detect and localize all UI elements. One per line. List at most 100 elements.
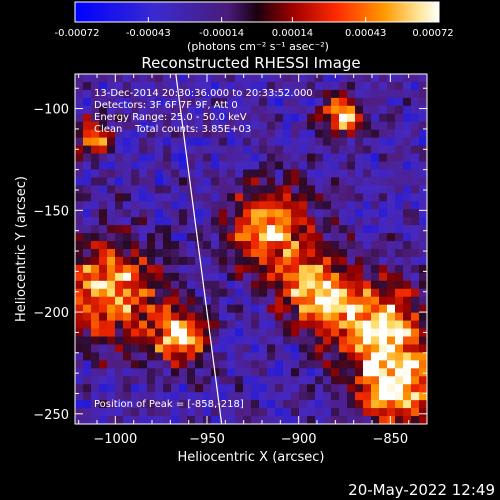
heatmap-cell [115, 288, 124, 298]
heatmap-cell [419, 296, 427, 306]
heatmap-cell [91, 416, 100, 424]
heatmap-cell [195, 177, 204, 186]
heatmap-cell [371, 185, 380, 194]
heatmap-cell [179, 137, 188, 146]
heatmap-cell [187, 233, 196, 242]
heatmap-cell [139, 376, 148, 385]
heatmap-cell [347, 217, 356, 226]
heatmap-cell [419, 137, 427, 146]
heatmap-cell [347, 280, 356, 290]
heatmap-cell [299, 74, 308, 83]
heatmap-cell [179, 201, 188, 210]
heatmap-cell [147, 352, 156, 361]
heatmap-cell [379, 408, 388, 417]
heatmap-cell [403, 376, 412, 385]
heatmap-cell [179, 233, 188, 242]
heatmap-cell [323, 74, 332, 83]
heatmap-cell [99, 161, 108, 170]
heatmap-cell [211, 249, 220, 258]
heatmap-cell [339, 113, 348, 123]
heatmap-cell [139, 97, 148, 107]
heatmap-cell [179, 280, 188, 290]
heatmap-cell [411, 376, 420, 385]
heatmap-cell [267, 416, 276, 424]
heatmap-cell [139, 384, 148, 393]
heatmap-cell [243, 89, 252, 99]
heatmap-cell [387, 74, 396, 83]
heatmap-cell [387, 153, 396, 162]
heatmap-cell [275, 360, 284, 369]
heatmap-cell [379, 416, 388, 424]
heatmap-cell [331, 272, 340, 282]
heatmap-cell [379, 74, 388, 83]
heatmap-cell [299, 416, 308, 424]
heatmap-cell [243, 264, 252, 274]
heatmap-cell [315, 217, 324, 226]
heatmap-cell [315, 384, 324, 393]
heatmap-cell [307, 288, 316, 298]
heatmap-cell [371, 137, 380, 146]
heatmap-cell [419, 153, 427, 162]
heatmap-cell [315, 241, 324, 250]
heatmap-cell [203, 241, 212, 250]
heatmap-cell [411, 304, 420, 314]
heatmap-cell [91, 352, 100, 361]
heatmap-cell [195, 241, 204, 250]
heatmap-cell [91, 105, 100, 115]
heatmap-cell [115, 304, 124, 314]
heatmap-cell [171, 376, 180, 385]
heatmap-cell [179, 241, 188, 250]
heatmap-cell [131, 264, 140, 274]
heatmap-cell [147, 129, 156, 139]
heatmap-cell [91, 225, 100, 234]
heatmap-cell [83, 113, 92, 123]
heatmap-cell [187, 400, 196, 409]
heatmap-cell [91, 121, 100, 131]
heatmap-cell [107, 336, 116, 345]
heatmap-cell [403, 360, 412, 369]
heatmap-cell [299, 304, 308, 314]
heatmap-cell [163, 336, 172, 345]
heatmap-cell [355, 145, 364, 154]
heatmap-cell [227, 113, 236, 123]
heatmap-cell [355, 400, 364, 409]
heatmap-cell [419, 209, 427, 218]
heatmap-cell [267, 296, 276, 306]
heatmap-cell [387, 416, 396, 424]
heatmap-cell [155, 89, 164, 99]
heatmap-cell [251, 217, 260, 226]
heatmap-cell [219, 376, 228, 385]
heatmap-cell [115, 209, 124, 218]
heatmap-cell [339, 352, 348, 361]
heatmap-cell [371, 264, 380, 274]
info-detectors: Detectors: 3F 6F 7F 9F, Att 0 [94, 100, 238, 111]
heatmap-cell [363, 209, 372, 218]
heatmap-cell [347, 296, 356, 306]
heatmap-cell [203, 185, 212, 194]
heatmap-cell [139, 256, 148, 266]
heatmap-cell [227, 272, 236, 282]
heatmap-cell [115, 113, 124, 123]
heatmap-cell [139, 217, 148, 226]
heatmap-cell [419, 280, 427, 290]
heatmap-cell [203, 376, 212, 385]
heatmap-cell [107, 177, 116, 186]
heatmap-cell [315, 153, 324, 162]
heatmap-cell [107, 121, 116, 131]
heatmap-cell [219, 241, 228, 250]
heatmap-cell [403, 241, 412, 250]
heatmap-cell [299, 400, 308, 409]
heatmap-cell [139, 288, 148, 298]
heatmap-cell [195, 328, 204, 337]
heatmap-cell [371, 392, 380, 401]
heatmap-cell [115, 97, 124, 107]
heatmap-cell [187, 416, 196, 424]
heatmap-cell [275, 145, 284, 154]
heatmap-cell [99, 368, 108, 377]
heatmap-cell [179, 416, 188, 424]
heatmap-cell [395, 217, 404, 226]
heatmap-cell [179, 185, 188, 194]
heatmap-cell [307, 312, 316, 321]
heatmap-cell [91, 328, 100, 337]
heatmap-cell [171, 137, 180, 146]
